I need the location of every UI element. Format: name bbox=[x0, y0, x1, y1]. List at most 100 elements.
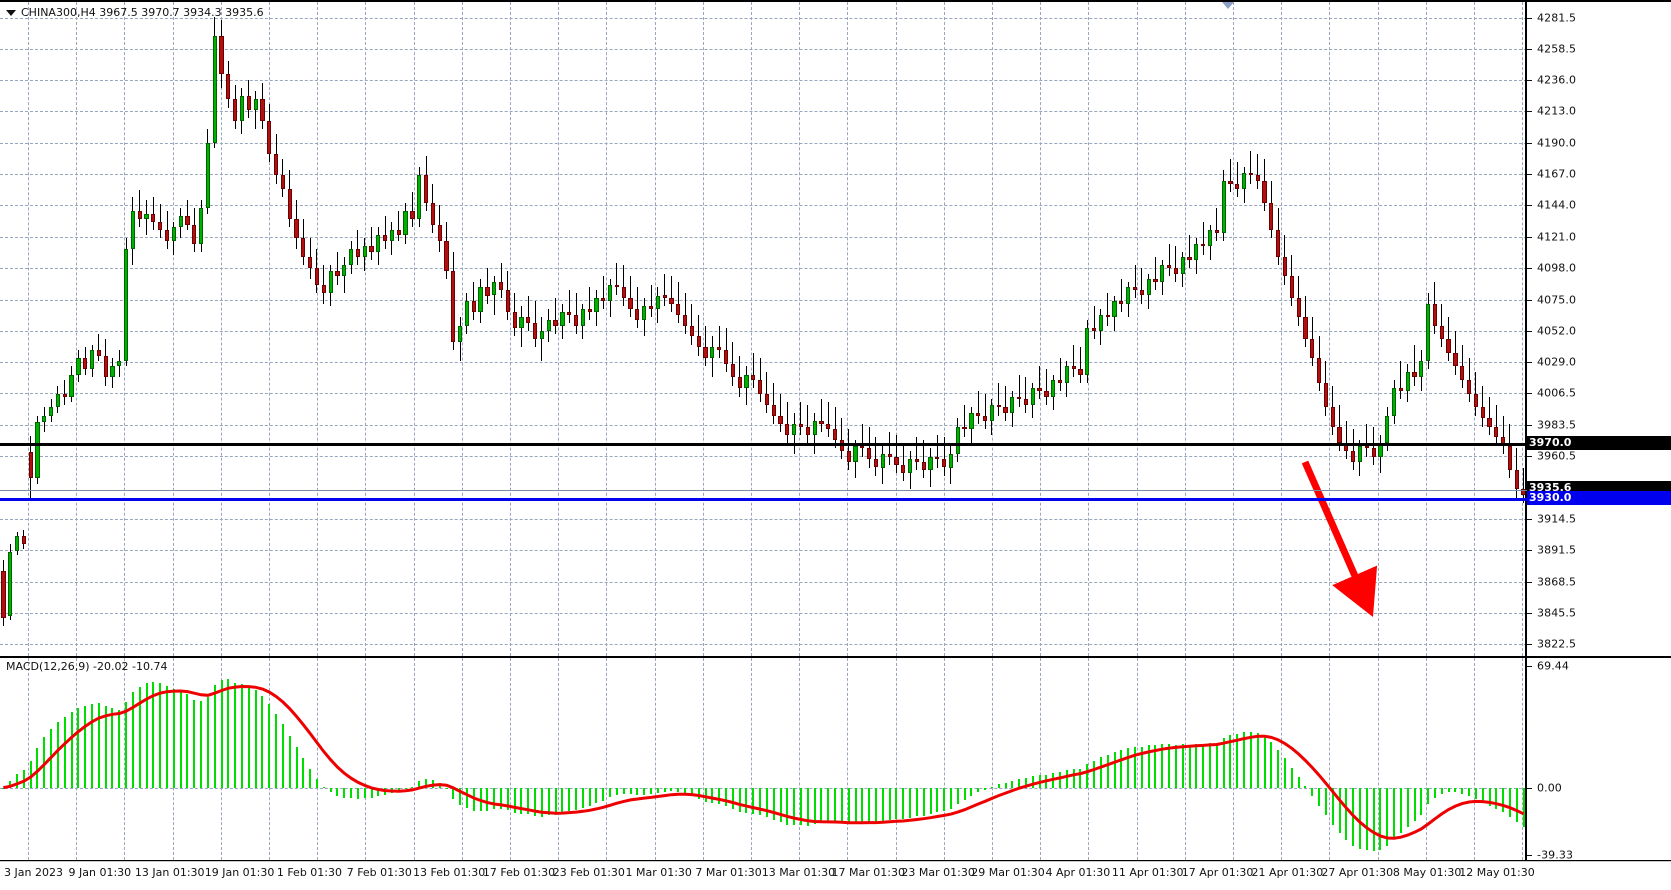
price-plot-area[interactable] bbox=[0, 2, 1527, 656]
resistance-line-badge[interactable]: 3970.0 bbox=[1527, 435, 1671, 450]
price-pane[interactable]: 4281.5 4258.5 4236.0 4213.0 4190.0 4167.0 4144… bbox=[0, 0, 1671, 658]
macd-histogram-bar bbox=[984, 787, 987, 791]
grid-line-v bbox=[895, 2, 897, 656]
macd-histogram-bar bbox=[738, 787, 741, 813]
candle-body bbox=[873, 459, 879, 468]
macd-histogram-bar bbox=[704, 787, 707, 803]
macd-histogram-bar bbox=[622, 787, 625, 794]
candlestick bbox=[1023, 377, 1029, 413]
candle-wick bbox=[1202, 221, 1204, 255]
price-tick-label: 4029.0 bbox=[1537, 355, 1577, 369]
candlestick bbox=[1051, 374, 1056, 411]
candle-body bbox=[710, 347, 715, 359]
macd-histogram-bar bbox=[977, 787, 980, 793]
candlestick bbox=[1207, 224, 1213, 260]
price-tick-label: 4213.0 bbox=[1537, 104, 1577, 118]
grid-line-v bbox=[992, 2, 993, 656]
candle-body bbox=[430, 202, 435, 225]
candlestick bbox=[1378, 434, 1383, 473]
last-price-line[interactable] bbox=[0, 489, 1527, 491]
candlestick bbox=[921, 440, 926, 479]
price-tick-label: 3822.5 bbox=[1537, 637, 1577, 651]
macd-histogram-bar bbox=[697, 787, 700, 800]
macd-zero-line bbox=[0, 787, 1527, 789]
candlestick bbox=[410, 191, 415, 228]
macd-histogram-bar bbox=[1072, 768, 1075, 788]
macd-histogram-bar bbox=[254, 690, 257, 788]
candlestick bbox=[267, 104, 272, 162]
macd-histogram-bar bbox=[1004, 783, 1007, 788]
macd-histogram-bar bbox=[1168, 743, 1171, 788]
candle-wick bbox=[1141, 268, 1143, 304]
macd-histogram-bar bbox=[868, 787, 871, 823]
candlestick bbox=[846, 429, 851, 471]
candle-body bbox=[1412, 371, 1417, 378]
price-axis[interactable]: 4281.5 4258.5 4236.0 4213.0 4190.0 4167.0 4144… bbox=[1525, 2, 1671, 656]
candlestick bbox=[362, 238, 367, 271]
candle-body bbox=[1187, 257, 1192, 260]
macd-histogram-bar bbox=[745, 787, 748, 813]
candle-wick bbox=[1495, 404, 1497, 446]
macd-histogram-bar bbox=[1202, 743, 1205, 788]
candlestick bbox=[321, 265, 326, 304]
grid-line-v bbox=[1281, 658, 1283, 860]
candlestick bbox=[948, 445, 954, 484]
macd-histogram-bar bbox=[472, 787, 475, 812]
candlestick bbox=[158, 204, 163, 239]
candlestick bbox=[96, 333, 101, 362]
candlestick bbox=[1173, 246, 1179, 282]
macd-histogram-bar bbox=[1045, 774, 1048, 788]
candlestick bbox=[689, 303, 695, 345]
support-line-badge[interactable]: 3930.0 bbox=[1527, 490, 1671, 505]
macd-histogram-bar bbox=[1406, 787, 1409, 827]
candlestick bbox=[417, 167, 422, 228]
macd-plot-area[interactable]: MACD(12,26,9) -20.02 -10.74 bbox=[0, 658, 1527, 860]
candlestick bbox=[751, 352, 756, 389]
support-line[interactable] bbox=[0, 497, 1527, 501]
candle-wick bbox=[1352, 429, 1354, 471]
price-tick bbox=[1527, 644, 1532, 646]
grid-line-v bbox=[1474, 2, 1475, 656]
candle-body bbox=[1391, 388, 1397, 416]
macd-histogram-bar bbox=[322, 787, 325, 789]
candle-wick bbox=[1107, 292, 1109, 326]
macd-histogram-bar bbox=[261, 695, 264, 788]
grid-line-v bbox=[606, 658, 608, 860]
macd-histogram-bar bbox=[1106, 755, 1109, 788]
macd-pane[interactable]: MACD(12,26,9) -20.02 -10.74 69.44 0.00 -39… bbox=[0, 658, 1671, 862]
candlestick bbox=[437, 205, 442, 252]
macd-histogram-bar bbox=[1447, 787, 1450, 793]
candlestick bbox=[1153, 257, 1158, 291]
macd-histogram-bar bbox=[718, 787, 721, 805]
candlestick bbox=[1385, 407, 1390, 452]
grid-line-v bbox=[895, 658, 897, 860]
macd-histogram-bar bbox=[1099, 757, 1102, 788]
candle-body bbox=[1514, 470, 1519, 490]
macd-histogram-bar bbox=[1018, 778, 1021, 788]
macd-histogram-bar bbox=[29, 760, 32, 788]
candle-body bbox=[164, 229, 170, 241]
candle-wick bbox=[916, 437, 918, 471]
candle-body bbox=[246, 96, 251, 110]
candle-body bbox=[703, 347, 708, 359]
candlestick bbox=[935, 434, 940, 468]
macd-axis: 69.44 0.00 -39.33 bbox=[1525, 658, 1671, 862]
macd-histogram-bar bbox=[329, 787, 332, 793]
price-tick bbox=[1527, 236, 1532, 238]
candle-body bbox=[1092, 328, 1097, 331]
resistance-line[interactable] bbox=[0, 442, 1527, 446]
time-tick-label: 13 Feb 01:30 bbox=[413, 866, 486, 879]
macd-histogram-bar bbox=[1379, 787, 1382, 851]
candlestick bbox=[560, 303, 565, 340]
price-tick bbox=[1527, 17, 1532, 19]
candle-body bbox=[110, 366, 115, 378]
time-axis[interactable]: 3 Jan 2023 9 Jan 01:30 13 Jan 01:30 19 Jan … bbox=[0, 861, 1671, 890]
candle-body bbox=[1487, 418, 1492, 427]
candlestick bbox=[812, 412, 817, 454]
candlestick bbox=[117, 350, 122, 378]
caret-down-icon[interactable] bbox=[6, 9, 16, 16]
red-down-arrow[interactable] bbox=[1301, 460, 1378, 618]
candle-wick bbox=[1400, 361, 1402, 400]
candle-body bbox=[49, 407, 54, 416]
candle-body bbox=[369, 246, 374, 252]
